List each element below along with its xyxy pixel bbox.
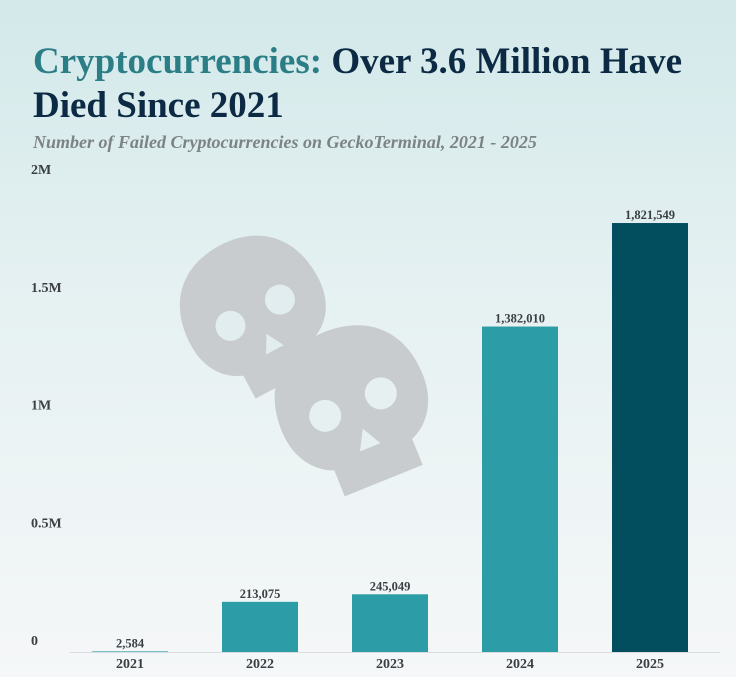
x-tick-label: 2021 xyxy=(116,657,144,672)
x-tick-label: 2024 xyxy=(506,657,534,672)
chart-subtitle: Number of Failed Cryptocurrencies on Gec… xyxy=(33,132,537,152)
bar-2025 xyxy=(612,223,688,652)
y-tick-label: 0 xyxy=(31,634,38,649)
y-tick-label: 1M xyxy=(31,399,51,414)
x-tick-label: 2022 xyxy=(246,657,274,672)
bar-2021 xyxy=(92,651,168,653)
y-tick-label: 0.5M xyxy=(31,516,62,531)
y-tick-label: 1.5M xyxy=(31,281,62,296)
y-tick-label: 2M xyxy=(31,163,51,178)
skull-icon xyxy=(179,235,429,497)
data-label-2021: 2,584 xyxy=(116,636,145,650)
bar-2022 xyxy=(222,601,298,652)
x-tick-label: 2025 xyxy=(636,657,664,672)
data-label-2023: 245,049 xyxy=(370,579,411,593)
x-tick-label: 2023 xyxy=(376,657,404,672)
y-axis: 0 0.5M 1M 1.5M 2M xyxy=(31,163,62,649)
bar-2024 xyxy=(482,326,558,652)
bar-2023 xyxy=(352,594,428,652)
data-label-2025: 1,821,549 xyxy=(625,208,675,222)
title-accent: Cryptocurrencies: xyxy=(33,41,323,82)
bars: 2,584 213,075 245,049 1,382,010 1,821,549 xyxy=(92,208,688,653)
x-axis: 2021 2022 2023 2024 2025 xyxy=(116,657,664,672)
data-label-2024: 1,382,010 xyxy=(495,312,545,326)
chart-title: Cryptocurrencies: Over 3.6 Million Have … xyxy=(33,40,733,128)
data-label-2022: 213,075 xyxy=(240,587,281,601)
title-rest: Over 3.6 Million Have Died Since 2021 xyxy=(33,41,683,126)
